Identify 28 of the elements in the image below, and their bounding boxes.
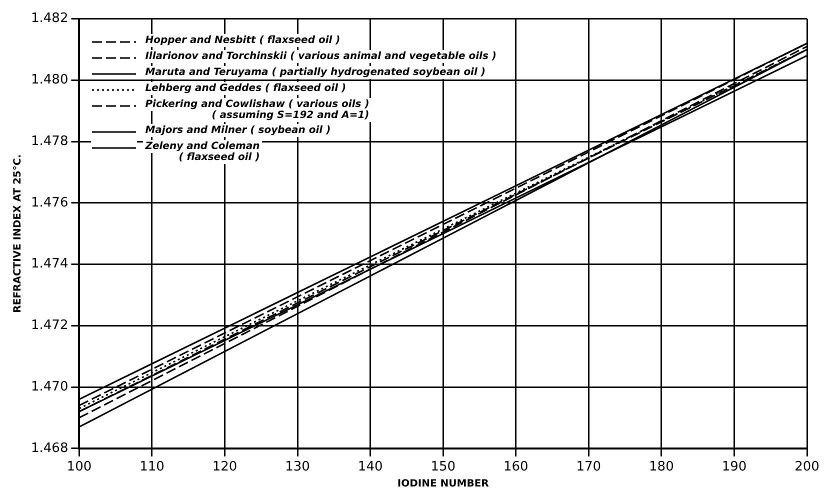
x-tick-label: 170 xyxy=(576,460,602,475)
x-tick-label: 140 xyxy=(358,460,383,475)
x-tick-label: 190 xyxy=(722,460,747,475)
legend-label: Hopper and Nesbitt ( flaxseed oil ) xyxy=(143,34,342,47)
y-axis-title: REFRACTIVE INDEX AT 25°C. xyxy=(12,154,24,313)
x-tick-label: 150 xyxy=(430,460,456,475)
y-tick-label: 1.470 xyxy=(31,379,68,394)
y-tick-label: 1.476 xyxy=(31,195,68,210)
x-tick-label: 180 xyxy=(649,460,674,475)
x-tick-label: 100 xyxy=(66,460,92,475)
legend-label: Maruta and Teruyama ( partially hydrogenated soybean oil ) xyxy=(143,66,488,79)
legend-label: Illarionov and Torchinskii ( various animal and vegetable oils ) xyxy=(143,50,498,63)
y-tick-label: 1.478 xyxy=(31,134,68,149)
legend-label: Lehberg and Geddes ( flaxseed oil ) xyxy=(143,82,348,95)
legend-label: Majors and Milner ( soybean oil ) xyxy=(143,124,333,137)
y-tick-label: 1.472 xyxy=(31,318,68,334)
x-tick-label: 160 xyxy=(503,460,528,475)
y-tick-label: 1.474 xyxy=(31,256,68,272)
x-tick-label: 110 xyxy=(140,460,164,475)
x-tick-label: 130 xyxy=(285,460,310,475)
y-tick-label: 1.482 xyxy=(31,11,68,26)
legend-label: Zeleny and Coleman ( flaxseed oil ) xyxy=(144,140,261,164)
x-axis-title: IODINE NUMBER xyxy=(397,478,490,490)
x-tick-label: 120 xyxy=(212,460,238,475)
x-tick-label: 200 xyxy=(794,460,820,475)
y-tick-label: 1.480 xyxy=(31,72,68,88)
legend-label: Pickering and Cowlishaw ( various oils ) ( assuming S=192 and A=1) xyxy=(144,98,370,122)
y-tick-label: 1.468 xyxy=(31,440,68,456)
